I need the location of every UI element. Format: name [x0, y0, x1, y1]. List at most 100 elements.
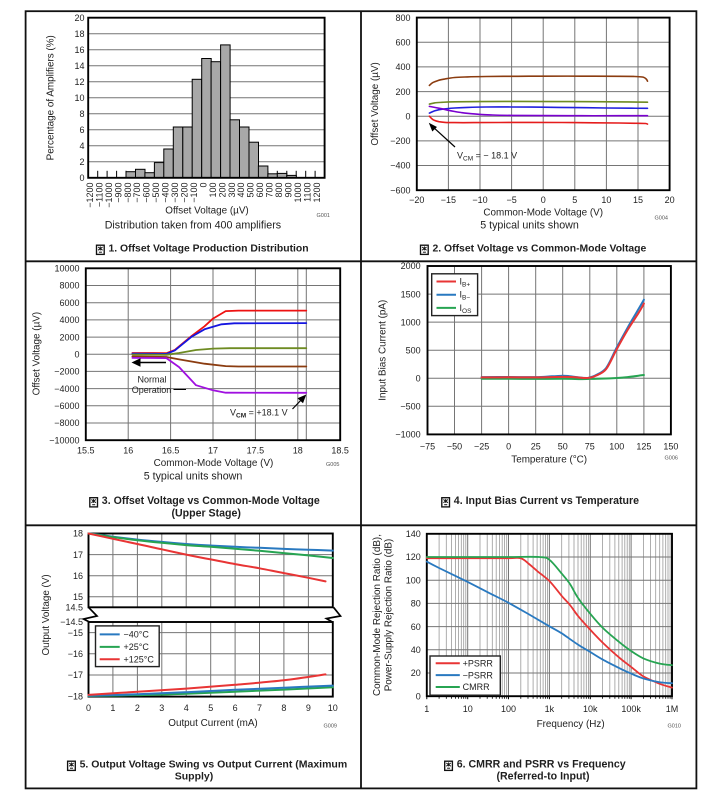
svg-text:−50: −50: [447, 441, 462, 451]
svg-text:1200: 1200: [312, 183, 322, 203]
svg-text:10: 10: [74, 93, 84, 103]
svg-text:+25°C: +25°C: [124, 642, 150, 652]
svg-text:Normal: Normal: [137, 375, 166, 385]
svg-text:1500: 1500: [401, 289, 421, 299]
svg-text:(Referred-to Input): (Referred-to Input): [497, 771, 590, 783]
svg-text:+PSRR: +PSRR: [463, 658, 494, 668]
svg-text:20: 20: [665, 195, 675, 205]
svg-text:−800: −800: [123, 183, 133, 203]
svg-text:2: 2: [135, 703, 140, 713]
svg-text:Power-Supply Rejection Ratio (: Power-Supply Rejection Ratio (dB): [384, 539, 395, 692]
svg-text:80: 80: [411, 599, 421, 609]
svg-text:2: 2: [79, 157, 84, 167]
svg-text:−10000: −10000: [49, 435, 79, 445]
svg-text:100: 100: [609, 441, 624, 451]
svg-text:−10: −10: [472, 195, 487, 205]
svg-text:600: 600: [255, 183, 265, 198]
svg-text:0: 0: [416, 374, 421, 384]
svg-text:140: 140: [406, 529, 421, 539]
svg-text:G009: G009: [324, 724, 337, 730]
svg-text:100: 100: [501, 704, 516, 714]
svg-text:900: 900: [284, 183, 294, 198]
svg-text:IB+: IB+: [460, 277, 471, 289]
svg-text:500: 500: [406, 345, 421, 355]
svg-text:18: 18: [73, 529, 83, 539]
svg-text:4. Input Bias Current vs Tempe: 4. Input Bias Current vs Temperature: [454, 495, 639, 507]
svg-text:−200: −200: [390, 136, 410, 146]
svg-text:Output Current (mA): Output Current (mA): [168, 718, 257, 729]
svg-text:17.5: 17.5: [247, 446, 265, 456]
svg-text:+125°C: +125°C: [124, 655, 155, 665]
svg-text:−100: −100: [189, 183, 199, 203]
svg-text:−500: −500: [151, 183, 161, 203]
svg-text:−75: −75: [420, 441, 435, 451]
svg-text:Offset Voltage (µV): Offset Voltage (µV): [165, 206, 248, 217]
svg-text:Percentage of Amplifiers (%): Percentage of Amplifiers (%): [46, 35, 57, 160]
svg-text:3: 3: [159, 703, 164, 713]
svg-text:Operation: Operation: [132, 385, 172, 395]
svg-text:100: 100: [208, 183, 218, 198]
svg-text:G005: G005: [326, 462, 339, 468]
svg-text:−25: −25: [474, 441, 489, 451]
svg-text:Supply): Supply): [175, 771, 214, 783]
svg-text:1. Offset Voltage Production D: 1. Offset Voltage Production Distributio…: [109, 244, 309, 255]
svg-text:0: 0: [506, 441, 511, 451]
svg-text:700: 700: [265, 183, 275, 198]
svg-text:400: 400: [395, 62, 410, 72]
svg-text:G010: G010: [668, 724, 681, 730]
svg-text:−200: −200: [180, 183, 190, 203]
svg-text:2000: 2000: [401, 261, 421, 271]
svg-text:Common-Mode Voltage (V): Common-Mode Voltage (V): [483, 208, 603, 219]
svg-text:−600: −600: [142, 183, 152, 203]
svg-text:−600: −600: [390, 185, 410, 195]
svg-text:−PSRR: −PSRR: [463, 670, 494, 680]
svg-text:5: 5: [208, 703, 213, 713]
svg-text:12: 12: [74, 77, 84, 87]
svg-text:Temperature (°C): Temperature (°C): [511, 455, 587, 466]
svg-text:60: 60: [411, 622, 421, 632]
svg-text:600: 600: [395, 38, 410, 48]
svg-text:0: 0: [416, 691, 421, 701]
svg-text:10: 10: [463, 704, 473, 714]
svg-text:18: 18: [293, 446, 303, 456]
svg-text:10000: 10000: [54, 264, 79, 274]
svg-text:0: 0: [198, 183, 208, 188]
svg-text:3. Offset Voltage vs Common-Mo: 3. Offset Voltage vs Common-Mode Voltage: [102, 495, 320, 507]
svg-text:200: 200: [395, 87, 410, 97]
svg-text:0: 0: [405, 111, 410, 121]
svg-text:G004: G004: [655, 216, 668, 222]
svg-text:1: 1: [110, 703, 115, 713]
svg-text:−400: −400: [161, 183, 171, 203]
svg-text:75: 75: [585, 441, 595, 451]
svg-text:300: 300: [227, 183, 237, 198]
svg-text:1k: 1k: [545, 704, 555, 714]
svg-text:5. Output Voltage Swing vs Out: 5. Output Voltage Swing vs Output Curren…: [80, 759, 348, 771]
svg-text:17: 17: [208, 446, 218, 456]
svg-text:Common-Mode Rejection Ratio (d: Common-Mode Rejection Ratio (dB),: [372, 534, 383, 696]
svg-text:2. Offset Voltage vs Common-Mo: 2. Offset Voltage vs Common-Mode Voltage: [433, 244, 647, 255]
svg-text:−16: −16: [68, 649, 83, 659]
svg-text:8000: 8000: [59, 281, 79, 291]
svg-text:16: 16: [123, 446, 133, 456]
svg-text:6000: 6000: [59, 298, 79, 308]
svg-text:100: 100: [406, 575, 421, 585]
svg-text:400: 400: [236, 183, 246, 198]
svg-text:−4000: −4000: [54, 384, 79, 394]
svg-text:0: 0: [86, 703, 91, 713]
svg-text:IB−: IB−: [460, 290, 471, 302]
svg-text:18.5: 18.5: [331, 446, 349, 456]
svg-text:CMRR: CMRR: [463, 682, 490, 692]
svg-text:10: 10: [328, 703, 338, 713]
svg-text:−6000: −6000: [54, 401, 79, 411]
svg-text:1100: 1100: [302, 183, 312, 202]
svg-text:125: 125: [636, 441, 651, 451]
svg-text:−15: −15: [68, 628, 83, 638]
svg-text:25: 25: [531, 441, 541, 451]
svg-text:−14.5: −14.5: [60, 617, 83, 627]
svg-text:−1200: −1200: [85, 183, 95, 208]
svg-text:8: 8: [281, 703, 286, 713]
svg-text:−17: −17: [68, 670, 83, 680]
svg-text:Output Voltage (V): Output Voltage (V): [41, 574, 52, 655]
svg-text:16: 16: [74, 45, 84, 55]
svg-text:G001: G001: [317, 213, 330, 219]
